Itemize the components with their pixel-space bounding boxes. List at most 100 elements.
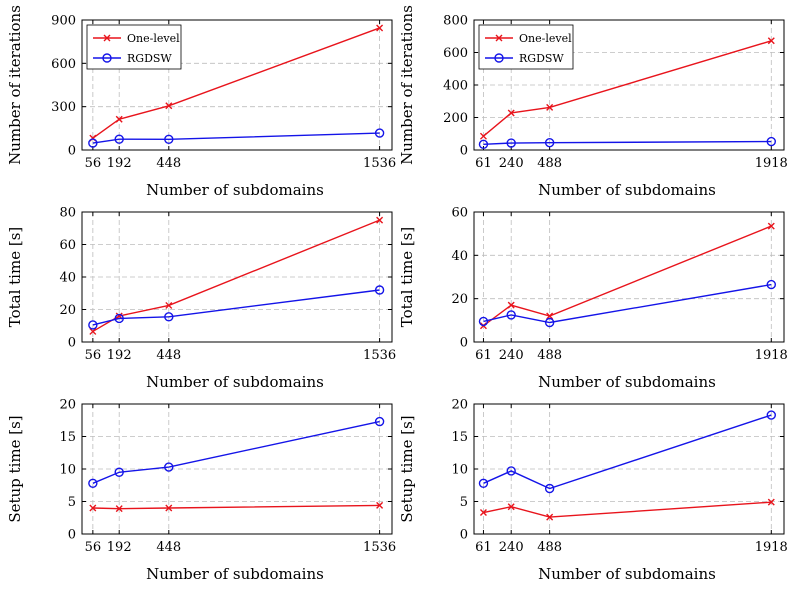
- plot-frame: [81, 19, 393, 151]
- y-axis-label: Number of iterations: [6, 5, 24, 165]
- chart-panel-5: 0 5 10 15 20 56 192 448 1536 Number of subdomains…: [6, 398, 396, 584]
- data-point-one-level: [546, 103, 554, 111]
- data-point-rgdsw: [88, 478, 98, 488]
- data-point-one-level: [89, 504, 97, 512]
- data-point-one-level: [479, 132, 487, 140]
- y-tick-label: 0: [460, 528, 468, 543]
- data-point-rgdsw: [88, 320, 98, 330]
- series-line-one-level: [92, 219, 380, 333]
- series-line-one-level: [483, 501, 772, 518]
- data-point-one-level: [767, 498, 775, 506]
- data-point-rgdsw: [164, 462, 174, 472]
- data-point-rgdsw: [478, 139, 489, 150]
- y-tick-label: 20: [451, 292, 468, 307]
- x-tick-label: 61: [475, 348, 492, 363]
- y-tick-label: 300: [51, 100, 76, 115]
- plot-frame: [473, 211, 785, 343]
- series-line-one-level: [92, 504, 380, 510]
- data-point-one-level: [165, 102, 173, 110]
- x-tick-label: 1918: [755, 540, 788, 555]
- data-point-one-level: [89, 327, 97, 335]
- x-tick-label: 1918: [755, 156, 788, 171]
- data-point-rgdsw: [506, 310, 516, 320]
- y-tick-label: 800: [443, 14, 468, 29]
- data-point-one-level: [507, 301, 515, 309]
- series-line-one-level: [92, 27, 380, 139]
- chart-panel-3: 0 20 40 60 80 56 192 448 1536 Number of subdomain…: [6, 206, 396, 392]
- y-tick-label: 20: [59, 303, 76, 318]
- x-tick-label: 240: [499, 348, 524, 363]
- series-line-rgdsw: [483, 414, 772, 490]
- legend-label-one-level: One-level: [519, 32, 572, 45]
- data-point-rgdsw: [164, 312, 174, 322]
- y-tick-label: 20: [59, 398, 76, 413]
- x-tick-label: 192: [107, 540, 132, 555]
- series-line-rgdsw: [92, 289, 380, 326]
- data-point-one-level: [165, 301, 173, 309]
- data-point-rgdsw: [544, 483, 555, 494]
- x-tick-label: 448: [156, 348, 181, 363]
- y-tick-label: 600: [51, 57, 76, 72]
- legend: One-level RGDSW: [478, 24, 574, 70]
- legend-label-one-level: One-level: [127, 32, 180, 45]
- x-tick-label: 488: [537, 156, 562, 171]
- data-point-rgdsw: [766, 410, 776, 420]
- data-point-rgdsw: [114, 134, 124, 144]
- y-tick-label: 40: [59, 271, 76, 286]
- y-tick-label: 5: [460, 495, 468, 510]
- series-line-rgdsw: [92, 420, 380, 484]
- data-point-rgdsw: [506, 466, 516, 476]
- x-tick-label: 1536: [363, 156, 396, 171]
- legend-label-rgdsw: RGDSW: [519, 52, 564, 65]
- data-point-one-level: [767, 37, 775, 45]
- data-point-rgdsw: [374, 285, 385, 295]
- legend-label-rgdsw: RGDSW: [127, 52, 172, 65]
- y-axis-label: Setup time [s]: [6, 415, 24, 522]
- legend: One-level RGDSW: [86, 24, 182, 70]
- legend-marker-rgdsw: [102, 53, 112, 63]
- data-point-one-level: [507, 109, 515, 117]
- y-tick-label: 0: [460, 144, 468, 159]
- data-point-one-level: [376, 24, 384, 32]
- data-point-rgdsw: [544, 137, 555, 148]
- data-point-one-level: [507, 503, 515, 511]
- x-tick-label: 1918: [755, 348, 788, 363]
- x-tick-label: 448: [156, 156, 181, 171]
- data-point-rgdsw: [114, 313, 124, 324]
- y-axis-label: Total time [s]: [398, 227, 416, 328]
- chart-panel-4: 0 20 40 60 61 240 488 1918 Number of subdomains T…: [398, 206, 788, 392]
- chart-panel-2: 0 200 400 600 800 61 240 488 1918 Number of subdo…: [398, 5, 788, 199]
- data-point-one-level: [165, 504, 173, 512]
- data-point-rgdsw: [478, 316, 489, 327]
- x-tick-label: 1536: [363, 348, 396, 363]
- x-tick-label: 61: [475, 540, 492, 555]
- data-point-one-level: [546, 312, 554, 320]
- data-point-rgdsw: [766, 136, 776, 147]
- y-axis-label: Total time [s]: [6, 227, 24, 328]
- y-tick-label: 0: [68, 336, 76, 351]
- x-axis-label: Number of subdomains: [146, 565, 324, 583]
- x-axis-label: Number of subdomains: [538, 181, 716, 199]
- legend-marker-one-level: [495, 34, 503, 42]
- x-tick-label: 1536: [363, 540, 396, 555]
- chart-panel-6: 0 5 10 15 20 61 240 488 1918 Number of subdomains…: [398, 398, 788, 584]
- legend-marker-one-level: [103, 34, 111, 42]
- chart-panel-1: 0 300 600 900 56 192 448 1536 Number of subdomai…: [6, 5, 396, 199]
- data-point-rgdsw: [374, 416, 385, 427]
- x-tick-label: 488: [537, 540, 562, 555]
- data-point-one-level: [376, 501, 384, 509]
- data-point-rgdsw: [544, 317, 555, 328]
- y-tick-label: 20: [451, 398, 468, 413]
- y-axis-label: Number of iterations: [398, 5, 416, 165]
- data-point-rgdsw: [374, 128, 385, 138]
- data-point-one-level: [115, 115, 123, 123]
- y-tick-label: 900: [51, 14, 76, 29]
- data-point-rgdsw: [478, 478, 489, 488]
- data-point-rgdsw: [164, 134, 174, 145]
- y-axis-label: Setup time [s]: [398, 415, 416, 522]
- x-axis-label: Number of subdomains: [538, 373, 716, 391]
- y-tick-label: 60: [451, 206, 468, 221]
- data-point-one-level: [767, 222, 775, 230]
- y-tick-label: 600: [443, 46, 468, 61]
